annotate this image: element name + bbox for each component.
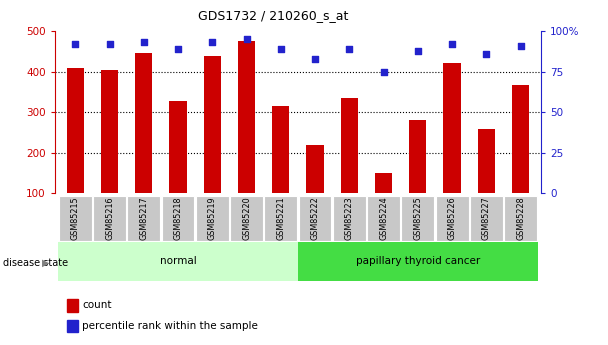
Point [379, 69, 389, 74]
Bar [272, 106, 289, 193]
Text: GSM85221: GSM85221 [276, 196, 285, 240]
Text: GSM85225: GSM85225 [413, 196, 423, 240]
Point [105, 41, 114, 47]
FancyBboxPatch shape [58, 241, 298, 281]
Bar [238, 41, 255, 193]
FancyBboxPatch shape [59, 196, 92, 240]
Text: GSM85222: GSM85222 [311, 196, 320, 240]
Point [139, 40, 148, 45]
Text: GSM85227: GSM85227 [482, 196, 491, 240]
FancyBboxPatch shape [470, 196, 503, 240]
FancyBboxPatch shape [127, 196, 161, 240]
Bar [443, 63, 461, 193]
FancyBboxPatch shape [162, 196, 195, 240]
Bar [135, 52, 153, 193]
Point [241, 37, 251, 42]
FancyBboxPatch shape [504, 196, 537, 240]
FancyBboxPatch shape [367, 196, 400, 240]
FancyBboxPatch shape [401, 196, 434, 240]
Text: GSM85219: GSM85219 [208, 196, 217, 240]
Text: percentile rank within the sample: percentile rank within the sample [82, 321, 258, 331]
Text: GSM85220: GSM85220 [242, 196, 251, 240]
Point [276, 46, 286, 52]
Text: GSM85224: GSM85224 [379, 196, 388, 240]
Bar [409, 120, 426, 193]
FancyBboxPatch shape [230, 196, 263, 240]
Point [310, 56, 320, 61]
Bar [478, 129, 495, 193]
Text: GSM85216: GSM85216 [105, 196, 114, 240]
FancyBboxPatch shape [298, 241, 537, 281]
Point [173, 46, 183, 52]
Bar [340, 98, 358, 193]
Text: papillary thyroid cancer: papillary thyroid cancer [356, 256, 480, 266]
Point [516, 43, 525, 48]
Point [345, 46, 354, 52]
FancyBboxPatch shape [435, 196, 469, 240]
Text: GSM85226: GSM85226 [447, 196, 457, 240]
FancyBboxPatch shape [299, 196, 331, 240]
Bar [306, 145, 323, 193]
FancyBboxPatch shape [264, 196, 297, 240]
Text: count: count [82, 300, 112, 310]
Bar [375, 173, 392, 193]
Text: disease state: disease state [3, 258, 68, 268]
Text: GSM85215: GSM85215 [71, 196, 80, 240]
Text: GSM85228: GSM85228 [516, 196, 525, 240]
Bar [101, 70, 118, 193]
Point [71, 41, 80, 47]
Point [482, 51, 491, 57]
Bar [204, 56, 221, 193]
Bar [512, 85, 529, 193]
Text: ▶: ▶ [43, 258, 50, 268]
FancyBboxPatch shape [93, 196, 126, 240]
Point [207, 40, 217, 45]
Text: GSM85223: GSM85223 [345, 196, 354, 240]
Bar [170, 101, 187, 193]
Text: GSM85218: GSM85218 [173, 196, 182, 240]
Text: GDS1732 / 210260_s_at: GDS1732 / 210260_s_at [198, 9, 349, 22]
FancyBboxPatch shape [333, 196, 366, 240]
Bar [67, 68, 84, 193]
Point [413, 48, 423, 53]
Text: GSM85217: GSM85217 [139, 196, 148, 240]
Text: normal: normal [160, 256, 196, 266]
FancyBboxPatch shape [196, 196, 229, 240]
Point [447, 41, 457, 47]
